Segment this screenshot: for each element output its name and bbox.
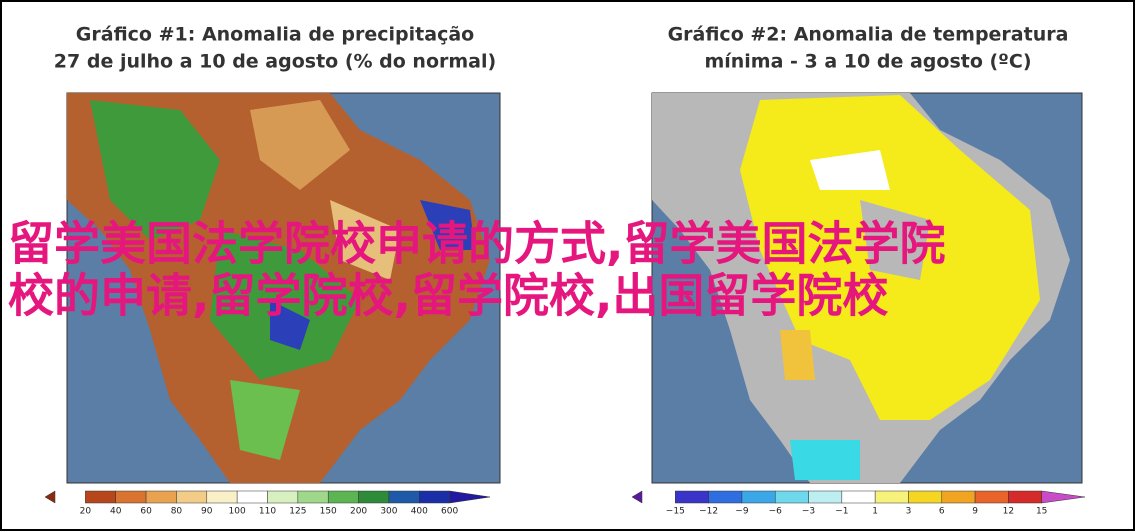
scale-label: −12 bbox=[699, 507, 718, 517]
scale-swatch bbox=[358, 490, 390, 504]
scale-swatch bbox=[808, 490, 843, 504]
scale-label: 90 bbox=[201, 507, 213, 517]
scale-label: 6 bbox=[939, 507, 945, 517]
scale-arrow bbox=[44, 490, 56, 504]
scale-swatch bbox=[267, 490, 299, 504]
scale-swatch bbox=[741, 490, 776, 504]
scale-swatch bbox=[419, 490, 450, 504]
scale-label: −6 bbox=[769, 507, 783, 517]
scale-swatch bbox=[1008, 490, 1042, 504]
panel-title: Gráfico #2: Anomalia de temperatura bbox=[668, 24, 1069, 46]
scale-label: 100 bbox=[229, 507, 246, 517]
scale-swatch bbox=[841, 490, 876, 504]
scale-label: −15 bbox=[666, 507, 685, 517]
scale-label: 9 bbox=[972, 507, 978, 517]
scale-label: 80 bbox=[171, 507, 183, 517]
panel-title: mínima - 3 a 10 de agosto (ºC) bbox=[704, 51, 1031, 73]
scale-label: 125 bbox=[289, 507, 306, 517]
scale-label: −1 bbox=[835, 507, 848, 517]
scale-arrow bbox=[449, 490, 491, 504]
scale-swatch bbox=[874, 490, 909, 504]
scale-label: 12 bbox=[1003, 507, 1014, 517]
scale-label: −3 bbox=[802, 507, 815, 517]
scale-swatch bbox=[206, 490, 238, 504]
scale-label: 400 bbox=[411, 507, 428, 517]
scale-swatch bbox=[388, 490, 420, 504]
panel-title: Gráfico #1: Anomalia de precipitação bbox=[76, 24, 474, 46]
scale-swatch bbox=[675, 490, 709, 504]
scale-swatch bbox=[908, 490, 943, 504]
scale-label: 200 bbox=[350, 507, 367, 517]
scale-label: 40 bbox=[110, 507, 122, 517]
scale-swatch bbox=[236, 490, 268, 504]
scale-swatch bbox=[115, 490, 147, 504]
overlay-text: 校的申请,留学院校,留学院校,出国留学院校 bbox=[8, 269, 888, 323]
scale-arrow bbox=[1041, 490, 1086, 504]
scale-swatch bbox=[145, 490, 177, 504]
scale-arrow bbox=[631, 490, 643, 504]
overlay-text: 留学美国法学院校申请的方式,留学美国法学院 bbox=[8, 217, 945, 271]
scale-label: 150 bbox=[320, 507, 337, 517]
scale-label: 20 bbox=[80, 507, 92, 517]
scale-swatch bbox=[974, 490, 1009, 504]
scale-swatch bbox=[327, 490, 359, 504]
scale-label: 300 bbox=[380, 507, 397, 517]
precipitation-map bbox=[66, 92, 501, 484]
scale-swatch bbox=[774, 490, 809, 504]
scale-label: 3 bbox=[906, 507, 912, 517]
scale-label: 1 bbox=[872, 507, 878, 517]
scale-label: 110 bbox=[259, 507, 276, 517]
scale-swatch bbox=[85, 490, 116, 504]
scale-swatch bbox=[297, 490, 329, 504]
panel-title: 27 de julho a 10 de agosto (% do normal) bbox=[54, 51, 496, 73]
scale-label: −9 bbox=[735, 507, 749, 517]
scale-label: 15 bbox=[1036, 507, 1047, 517]
scale-swatch bbox=[708, 490, 743, 504]
scale-label: 600 bbox=[441, 507, 458, 517]
scale-label: 60 bbox=[140, 507, 152, 517]
scale-swatch bbox=[176, 490, 208, 504]
temperature-map bbox=[651, 92, 1083, 484]
scale-swatch bbox=[941, 490, 976, 504]
